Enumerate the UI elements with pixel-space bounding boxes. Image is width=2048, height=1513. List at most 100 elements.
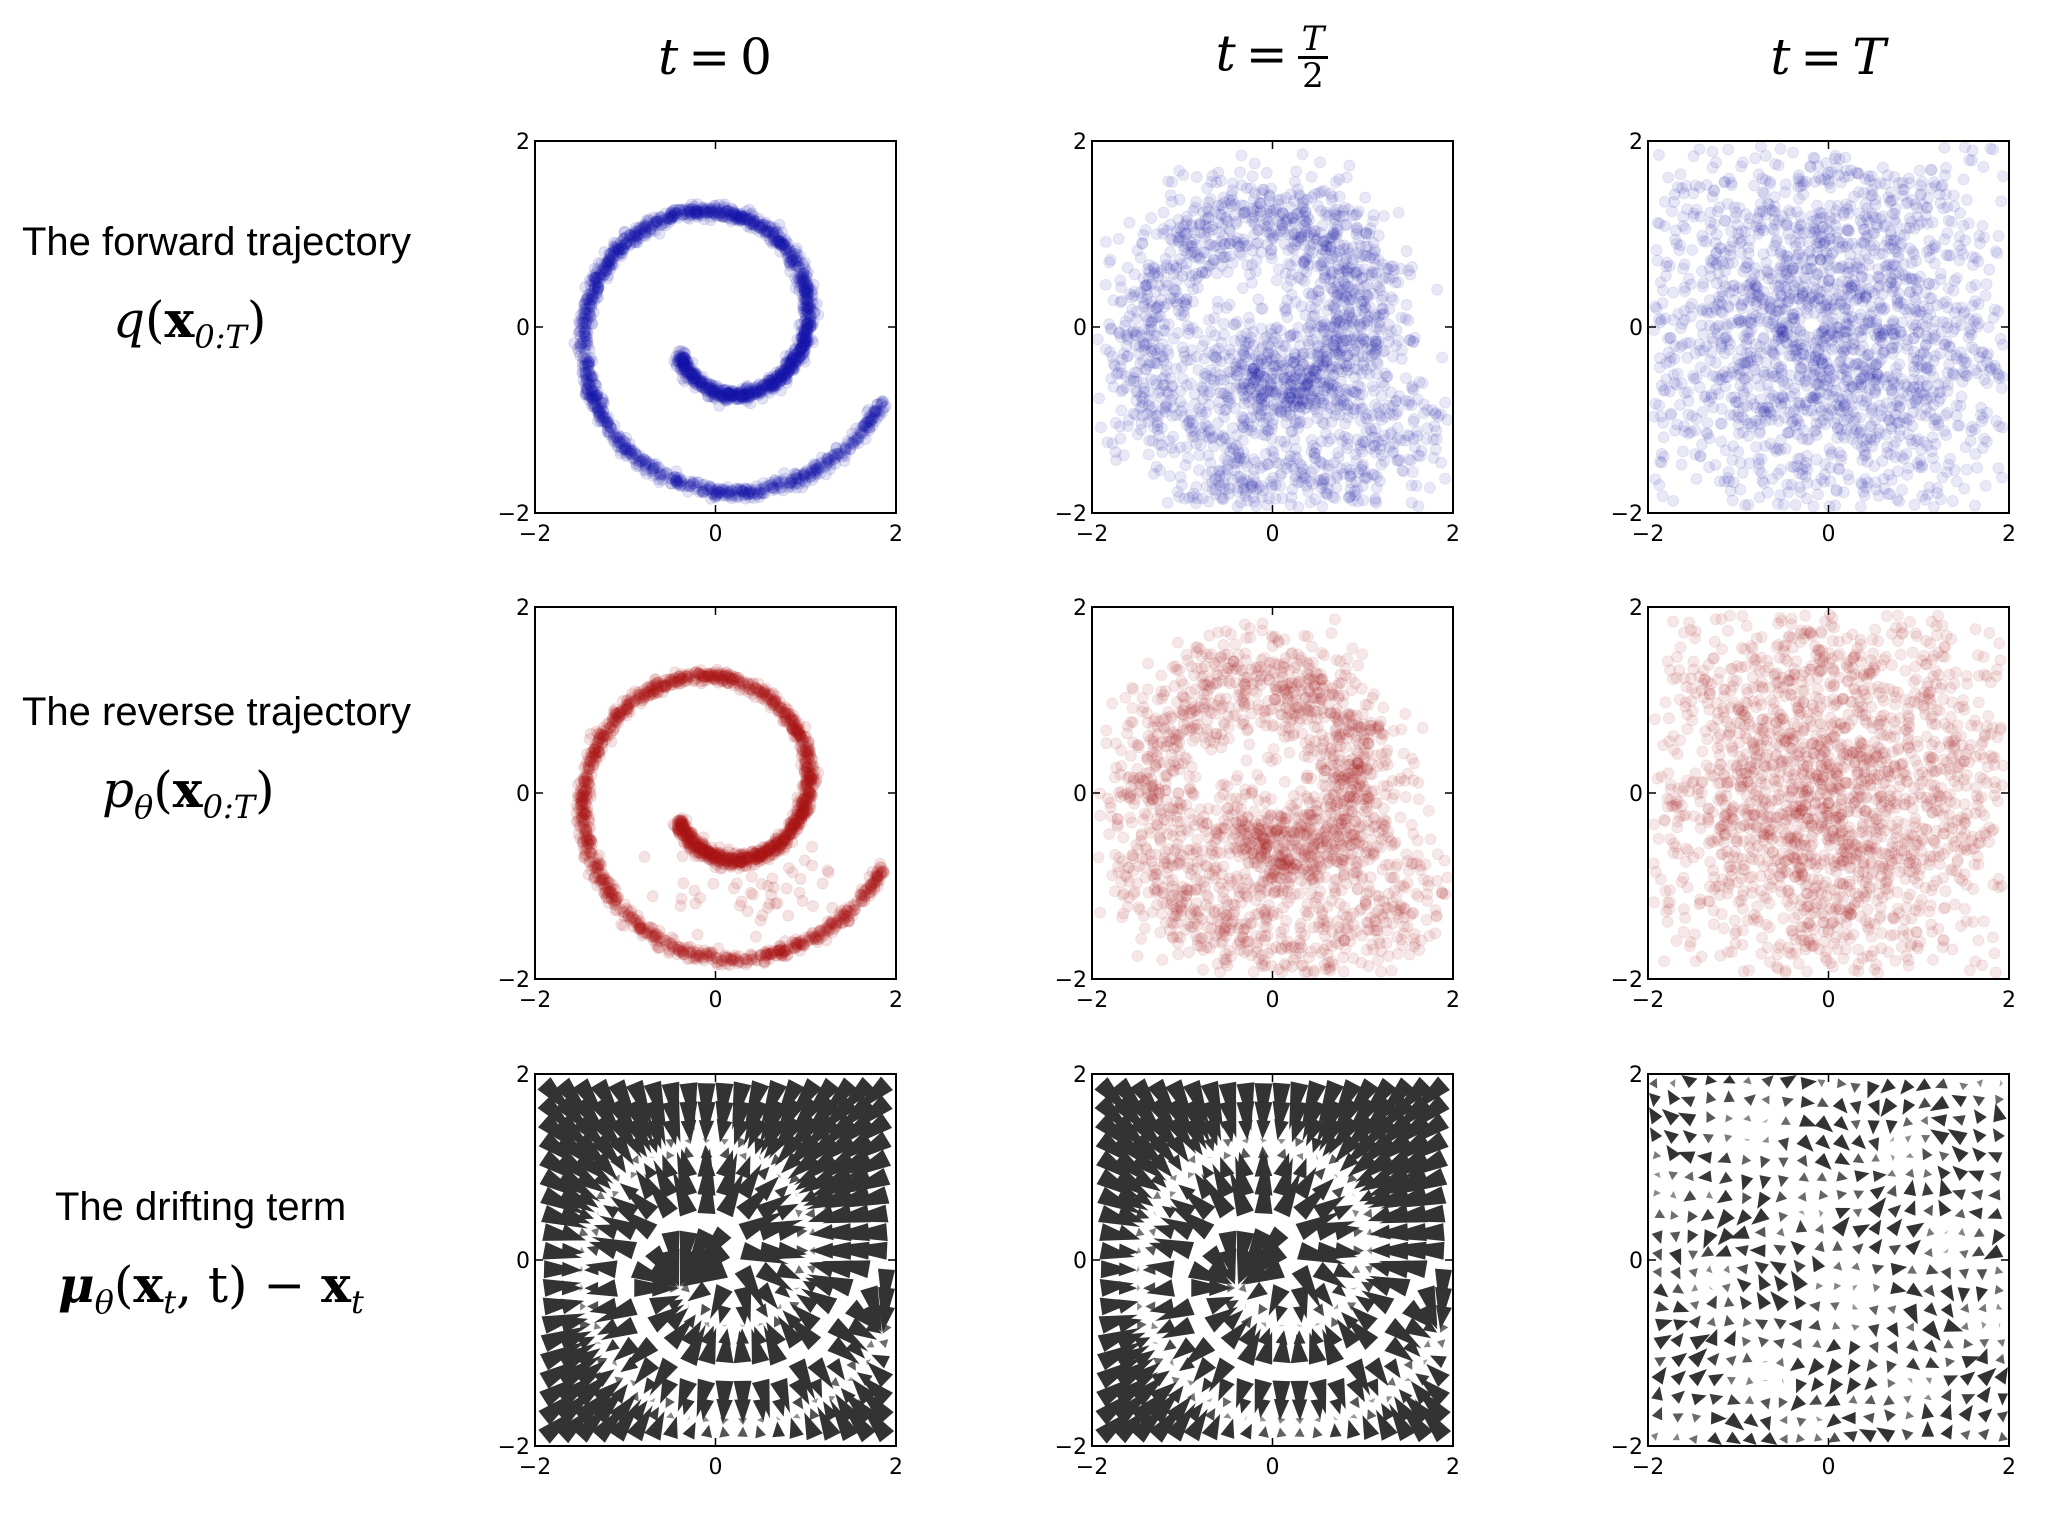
- scatter-point: [578, 359, 591, 372]
- scatter-point: [1309, 364, 1322, 377]
- scatter-point: [630, 225, 643, 238]
- scatter-point: [1774, 142, 1787, 155]
- scatter-point: [782, 250, 795, 263]
- scatter-point: [741, 214, 754, 227]
- scatter-point: [733, 482, 746, 495]
- scatter-point: [702, 378, 715, 391]
- scatter-point: [1649, 397, 1662, 410]
- scatter-point: [1395, 344, 1408, 357]
- paren: (: [153, 761, 173, 819]
- scatter-point: [721, 210, 734, 223]
- scatter-point: [1377, 290, 1390, 303]
- scatter-point: [773, 476, 786, 489]
- scatter-point: [1202, 226, 1215, 239]
- scatter-point: [862, 403, 875, 416]
- scatter-point: [1256, 302, 1269, 315]
- scatter-point: [691, 207, 704, 220]
- scatter-point: [725, 488, 738, 501]
- scatter-point: [749, 222, 762, 235]
- scatter-point: [801, 289, 814, 302]
- scatter-point: [1205, 325, 1218, 338]
- scatter-point: [708, 207, 721, 220]
- scatter-point: [762, 479, 775, 492]
- scatter-point: [1372, 229, 1385, 242]
- scatter-point: [630, 454, 643, 467]
- scatter-point: [1294, 415, 1307, 428]
- math-func: μ: [58, 1255, 95, 1314]
- scatter-point: [812, 308, 825, 321]
- scatter-point: [713, 388, 726, 401]
- scatter-point: [1405, 496, 1418, 509]
- scatter-point: [782, 241, 795, 254]
- scatter-point: [1995, 195, 2008, 208]
- scatter-point: [709, 388, 722, 401]
- scatter-point: [1308, 447, 1321, 460]
- scatter-point: [674, 351, 687, 364]
- title-lhs: t: [1770, 28, 1791, 86]
- scatter-point: [581, 339, 594, 352]
- scatter-point: [798, 261, 811, 274]
- scatter-point: [727, 207, 740, 220]
- scatter-point: [1406, 382, 1419, 395]
- scatter-point: [1197, 384, 1210, 397]
- scatter-point: [1174, 471, 1187, 484]
- scatter-point: [653, 227, 666, 240]
- scatter-point: [1876, 161, 1889, 174]
- scatter-point: [611, 243, 624, 256]
- scatter-point: [1979, 479, 1992, 492]
- scatter-point: [802, 335, 815, 348]
- scatter-point: [1211, 417, 1224, 430]
- scatter-point: [782, 481, 795, 494]
- scatter-point: [1217, 481, 1230, 494]
- scatter-point: [1202, 313, 1215, 326]
- scatter-point: [677, 358, 690, 371]
- scatter-point: [782, 366, 795, 379]
- scatter-point: [590, 389, 603, 402]
- scatter-point: [790, 477, 803, 490]
- scatter-point: [670, 207, 683, 220]
- scatter-point: [591, 389, 604, 402]
- scatter-point: [798, 284, 811, 297]
- math-drift: μθ(xt, t) − xt: [58, 1255, 364, 1321]
- scatter-point: [694, 376, 707, 389]
- scatter-point: [1916, 175, 1929, 188]
- scatter-point: [718, 392, 731, 405]
- scatter-point: [1228, 402, 1241, 415]
- scatter-point: [587, 277, 600, 290]
- scatter-point: [1163, 470, 1176, 483]
- scatter-point: [583, 287, 596, 300]
- scatter-point: [1968, 499, 1981, 512]
- scatter-point: [792, 346, 805, 359]
- scatter-point: [1279, 405, 1292, 418]
- scatter-point: [789, 282, 802, 295]
- scatter-point: [680, 478, 693, 491]
- scatter-point: [851, 431, 864, 444]
- scatter-point: [596, 271, 609, 284]
- scatter-point: [798, 281, 811, 294]
- scatter-point: [764, 476, 777, 489]
- scatter-point: [670, 475, 683, 488]
- scatter-point: [583, 297, 596, 310]
- scatter-point: [748, 219, 761, 232]
- scatter-point: [774, 371, 787, 384]
- scatter-point: [617, 434, 630, 447]
- scatter-point: [678, 480, 691, 493]
- scatter-point: [1704, 216, 1717, 229]
- scatter-point: [809, 459, 822, 472]
- scatter-point: [807, 463, 820, 476]
- math-sub: 0:T: [202, 788, 256, 826]
- scatter-point: [753, 384, 766, 397]
- scatter-point: [629, 447, 642, 460]
- scatter-point: [1326, 266, 1339, 279]
- scatter-point: [597, 268, 610, 281]
- scatter-point: [695, 375, 708, 388]
- scatter-point: [600, 257, 613, 270]
- scatter-point: [593, 408, 606, 421]
- scatter-point: [601, 259, 614, 272]
- scatter-point: [725, 389, 738, 402]
- scatter-point: [744, 212, 757, 225]
- scatter-point: [672, 352, 685, 365]
- scatter-point: [869, 414, 882, 427]
- scatter-point: [637, 453, 650, 466]
- scatter-point: [704, 390, 717, 403]
